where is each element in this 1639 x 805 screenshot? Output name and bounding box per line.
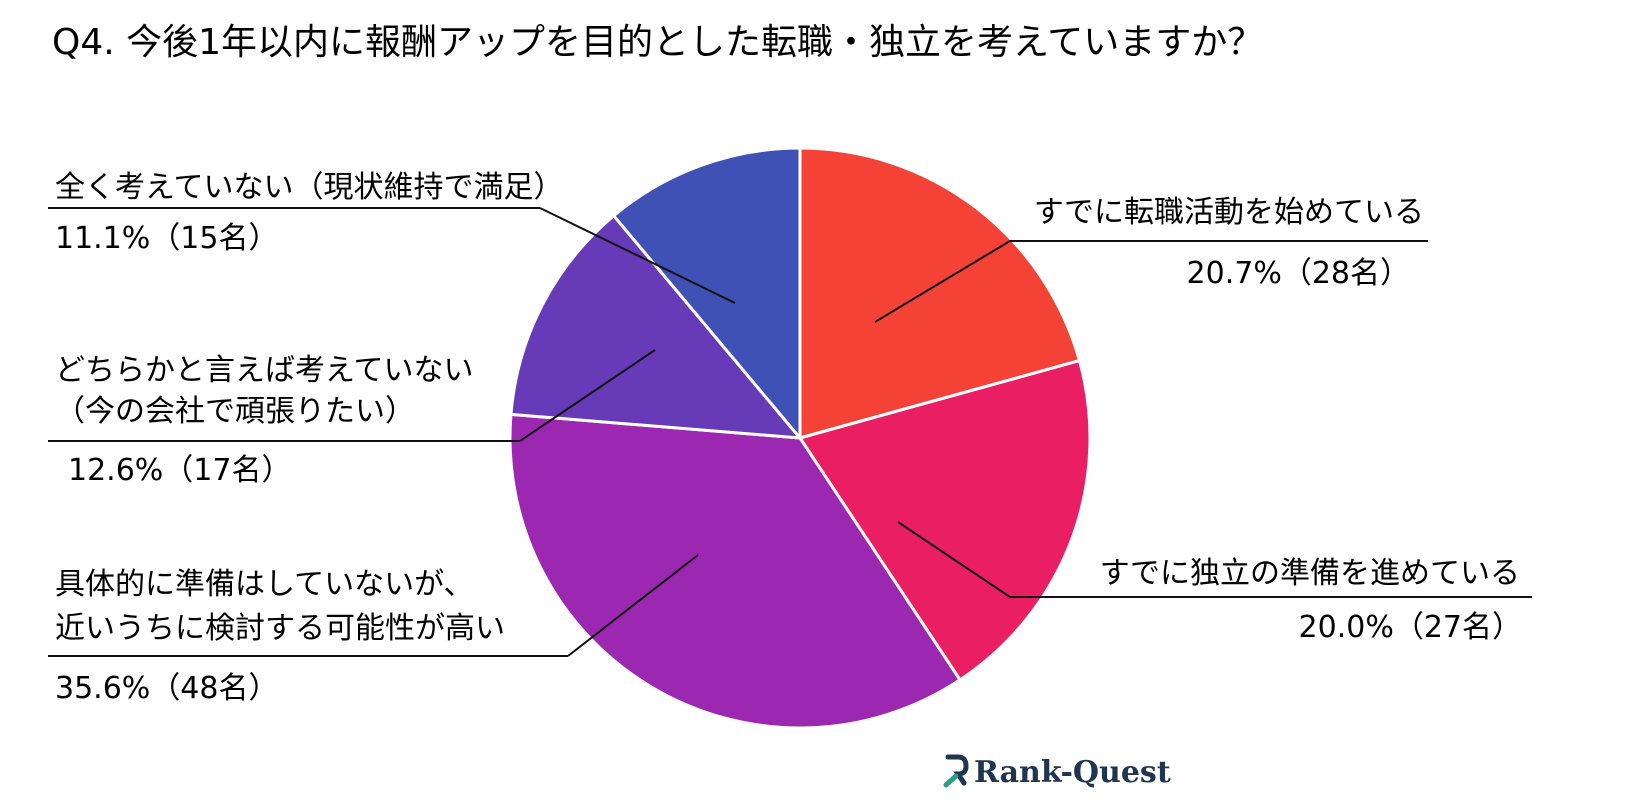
slice-value-label: 20.7%（28名） xyxy=(1187,256,1410,291)
slice-label: 近いうちに検討する可能性が高い xyxy=(55,611,505,646)
slice-value-label: 12.6%（17名） xyxy=(68,453,291,488)
slice-label: 具体的に準備はしていないが、 xyxy=(55,567,474,602)
leader-line xyxy=(539,207,736,304)
brand-name: Rank-Quest xyxy=(974,755,1171,790)
leader-line xyxy=(897,521,1011,598)
leader-line xyxy=(874,240,1011,323)
slice-label: どちらかと言えば考えていない xyxy=(55,353,474,388)
slice-label: すでに転職活動を始めている xyxy=(1034,195,1424,230)
pie-slice xyxy=(508,412,963,730)
slice-value-label: 20.0%（27名） xyxy=(1299,610,1522,645)
leader-line xyxy=(519,349,656,442)
slice-labels: すでに転職活動を始めている 20.7%（28名） すでに独立の準備を進めている 20.… xyxy=(55,170,1522,706)
pie-slices xyxy=(508,146,1092,730)
slice-value-label: 35.6%（48名） xyxy=(55,671,278,706)
leader-line xyxy=(567,554,699,657)
pie-slice xyxy=(611,146,802,443)
slice-label: （今の会社で頑張りたい） xyxy=(55,394,415,429)
slice-label: 全く考えていない（現状維持で満足） xyxy=(55,170,564,205)
brand-logo: Rank-Quest xyxy=(943,754,1171,790)
chart-title: Q4. 今後1年以内に報酬アップを目的とした転職・独立を考えていますか？ xyxy=(52,22,1263,63)
leader-lines xyxy=(48,207,1532,657)
pie-slice xyxy=(509,213,804,440)
slice-value-label: 11.1%（15名） xyxy=(55,221,278,256)
pie-slice xyxy=(798,146,1082,440)
pie-slice xyxy=(797,358,1092,682)
rank-quest-logo-icon xyxy=(943,754,969,788)
slice-label: すでに独立の準備を進めている xyxy=(1100,556,1520,591)
